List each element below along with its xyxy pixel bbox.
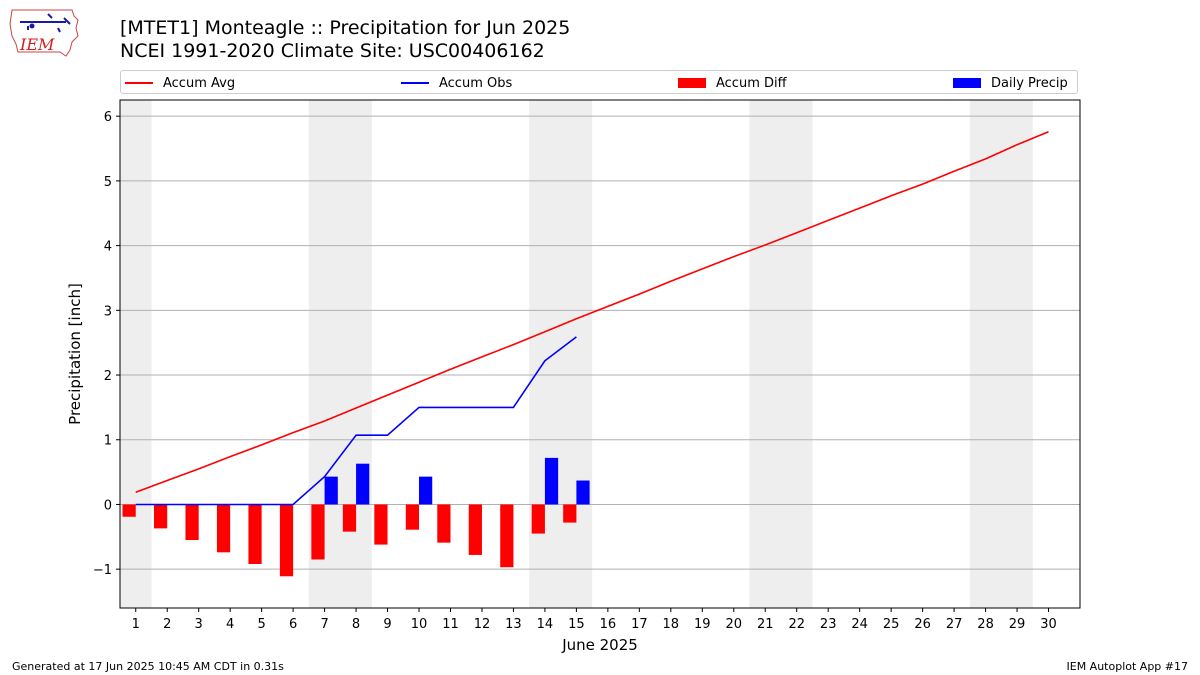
weekend-band-0 — [120, 100, 152, 608]
daily-precip-bar — [356, 463, 370, 505]
iem-logo: IEM — [9, 9, 79, 57]
bars-group — [122, 457, 590, 577]
x-tick-label: 19 — [694, 617, 711, 632]
daily-precip-bar — [576, 480, 590, 505]
x-tick-label: 18 — [663, 617, 680, 632]
x-tick-label: 7 — [320, 617, 328, 632]
y-axis-label: Precipitation [inch] — [66, 283, 84, 425]
y-tick-label: 5 — [104, 175, 112, 190]
x-tick-label: 1 — [132, 617, 140, 632]
accum-diff-bar — [374, 504, 388, 545]
x-tick-label: 25 — [883, 617, 900, 632]
chart-subtitle: NCEI 1991-2020 Climate Site: USC00406162 — [120, 40, 545, 62]
x-tick-label: 8 — [352, 617, 360, 632]
daily-precip-bar — [419, 476, 433, 505]
x-tick-label: 23 — [820, 617, 837, 632]
y-tick-label: 6 — [104, 110, 112, 125]
daily-precip-bar — [544, 457, 559, 505]
app-label: IEM Autoplot App #17 — [1066, 660, 1189, 673]
x-tick-label: 21 — [757, 617, 774, 632]
x-tick-label: 3 — [195, 617, 203, 632]
logo-text: IEM — [19, 35, 55, 54]
weekend-band-4 — [969, 100, 1033, 608]
accum-diff-bar — [248, 504, 262, 564]
accum-diff-bar — [311, 504, 325, 560]
accum-diff-bar — [468, 504, 482, 555]
legend-label-daily-precip: Daily Precip — [991, 75, 1068, 91]
daily-precip-bar — [324, 476, 338, 505]
accum-diff-bar — [185, 504, 199, 541]
x-tick-label: 11 — [442, 617, 459, 632]
x-tick-label: 4 — [226, 617, 234, 632]
legend-item-accum-obs: Accum Obs — [401, 74, 512, 92]
legend-label-accum-avg: Accum Avg — [163, 75, 236, 91]
weather-symbol-icon — [20, 13, 71, 33]
accum-obs-line — [135, 336, 577, 506]
legend-label-accum-diff: Accum Diff — [716, 75, 787, 91]
x-tick-label: 5 — [257, 617, 265, 632]
legend-item-daily-precip: Daily Precip — [953, 74, 1068, 92]
x-tick-label: 6 — [289, 617, 297, 632]
accum-diff-bar — [563, 504, 577, 523]
accum-diff-bar — [405, 504, 420, 530]
legend-swatch-accum-obs — [401, 82, 429, 84]
accum-diff-bar — [279, 504, 294, 577]
x-tick-label: 22 — [788, 617, 805, 632]
x-tick-label: 16 — [600, 617, 617, 632]
weekend-band-3 — [749, 100, 813, 608]
accum-avg-line — [135, 130, 1049, 493]
x-tick-label: 15 — [568, 617, 585, 632]
x-tick-label: 27 — [946, 617, 963, 632]
legend-swatch-accum-diff — [678, 78, 706, 88]
gridlines-group — [120, 115, 1080, 570]
x-tick-label: 17 — [631, 617, 648, 632]
x-tick-label: 24 — [851, 617, 868, 632]
y-tick-label: 2 — [104, 369, 112, 384]
x-axis-label: June 2025 — [561, 636, 638, 654]
y-tick-label: 1 — [104, 434, 112, 449]
weekend-shading-group — [120, 100, 1033, 608]
chart-title: [MTET1] Monteagle :: Precipitation for J… — [120, 17, 571, 39]
legend-label-accum-obs: Accum Obs — [439, 75, 513, 91]
chart-legend: Accum Avg Accum Obs Accum Diff Daily Pre… — [120, 70, 1078, 94]
accum-diff-bar — [500, 504, 514, 568]
generated-timestamp: Generated at 17 Jun 2025 10:45 AM CDT in… — [12, 660, 284, 673]
x-tick-label: 10 — [411, 617, 428, 632]
accum-diff-bar — [437, 504, 451, 543]
plot-frame — [119, 99, 1081, 609]
x-tick-label: 30 — [1040, 617, 1057, 632]
accum-diff-bar — [531, 504, 545, 534]
x-tick-label: 9 — [383, 617, 391, 632]
accum-diff-bar — [342, 504, 357, 532]
y-tick-label: 4 — [104, 240, 112, 255]
y-tick-label: 0 — [104, 498, 112, 513]
x-tick-label: 13 — [505, 617, 522, 632]
x-tick-label: 14 — [537, 617, 554, 632]
accum-diff-bar — [153, 504, 168, 529]
y-tick-label: −1 — [93, 563, 112, 578]
x-tick-label: 2 — [163, 617, 171, 632]
x-tick-label: 12 — [474, 617, 491, 632]
legend-item-accum-avg: Accum Avg — [125, 74, 235, 92]
iowa-outline-icon — [9, 9, 79, 57]
legend-swatch-daily-precip — [953, 78, 981, 88]
y-tick-label: 3 — [104, 304, 112, 319]
accum-diff-bar — [216, 504, 231, 553]
accum-diff-bar — [122, 504, 136, 517]
legend-swatch-accum-avg — [125, 82, 153, 84]
logo-dot-icon — [29, 23, 35, 29]
x-tick-label: 20 — [725, 617, 742, 632]
x-tick-label: 28 — [977, 617, 994, 632]
legend-item-accum-diff: Accum Diff — [678, 74, 787, 92]
x-tick-label: 26 — [914, 617, 931, 632]
lines-group — [135, 130, 1049, 506]
x-tick-label: 29 — [1009, 617, 1026, 632]
